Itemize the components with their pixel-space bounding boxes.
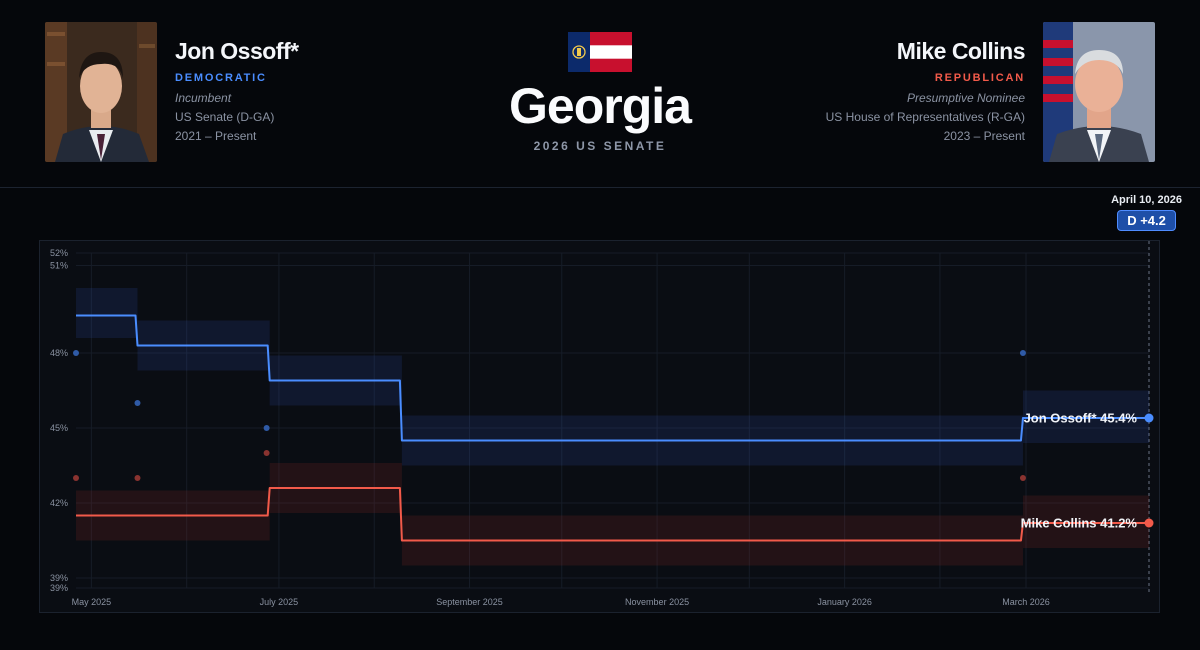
- dem-average-line: [76, 314, 1149, 442]
- dem-candidate-info: Jon Ossoff* DEMOCRATIC Incumbent US Sena…: [175, 36, 299, 143]
- dem-end-marker: [1144, 413, 1154, 423]
- rep-uncertainty-band: [1022, 495, 1149, 548]
- rep-average-line: [76, 487, 1149, 542]
- race-subtitle: 2026 US SENATE: [533, 139, 667, 153]
- y-tick-label: 39%: [50, 573, 68, 583]
- collins-portrait: [1043, 22, 1155, 162]
- dem-term: 2021 – Present: [175, 129, 257, 143]
- polling-chart-svg[interactable]: 52% 51% 48% 45% 42% 39%39% May 2025 July 2025 Se…: [40, 241, 1161, 614]
- dem-uncertainty-band: [76, 288, 138, 338]
- x-tick-label: July 2025: [260, 597, 299, 607]
- rep-candidate-info: Mike Collins REPUBLICAN Presumptive Nomi…: [825, 36, 1026, 143]
- x-tick-label: March 2026: [1002, 597, 1050, 607]
- dem-poll-dot: [73, 350, 79, 356]
- dem-poll-dot: [1019, 350, 1026, 356]
- ossoff-portrait: [45, 22, 157, 162]
- x-tick-label: January 2026: [817, 597, 872, 607]
- polling-chart[interactable]: 52% 51% 48% 45% 42% 39% 39% May 2025 July 2025 Se…: [39, 240, 1160, 613]
- race-header: Jon Ossoff* DEMOCRATIC Incumbent US Sena…: [0, 0, 1200, 188]
- state-name: Georgia: [509, 78, 692, 134]
- race-title-block: Georgia 2026 US SENATE: [450, 32, 750, 153]
- header-divider: [0, 187, 1200, 188]
- y-tick-label: 42%: [50, 498, 68, 508]
- dem-uncertainty-band: [1022, 390, 1149, 443]
- dem-poll-dot: [134, 400, 141, 406]
- dem-poll-dot: [263, 425, 270, 431]
- x-tick-label: November 2025: [625, 597, 689, 607]
- rep-party-label: REPUBLICAN: [934, 72, 1025, 84]
- margin-badge: D +4.2: [1117, 210, 1176, 231]
- x-tick-label: September 2025: [436, 597, 503, 607]
- rep-status: Presumptive Nominee: [906, 91, 1025, 105]
- dem-candidate-name: Jon Ossoff*: [175, 38, 299, 64]
- dem-office: US Senate (D-GA): [175, 110, 275, 124]
- y-tick-label: 39%: [50, 583, 68, 593]
- y-tick-label: 48%: [50, 348, 68, 358]
- rep-poll-dot: [73, 475, 79, 481]
- y-tick-label: 45%: [50, 423, 68, 433]
- y-tick-label: 51%: [50, 261, 68, 271]
- y-tick-label: 52%: [50, 248, 68, 258]
- georgia-flag-icon: [568, 32, 632, 77]
- rep-term: 2023 – Present: [943, 129, 1025, 143]
- rep-end-marker: [1144, 518, 1154, 528]
- rep-candidate-name: Mike Collins: [896, 38, 1026, 64]
- rep-end-label: Mike Collins 41.2%: [1021, 516, 1138, 531]
- rep-poll-dot: [263, 450, 270, 456]
- rep-poll-dot: [1019, 475, 1026, 481]
- latest-date: April 10, 2026: [1111, 194, 1182, 206]
- latest-margin-box: April 10, 2026 D +4.2: [1111, 194, 1182, 231]
- dem-party-label: DEMOCRATIC: [175, 72, 267, 84]
- dem-end-label: Jon Ossoff* 45.4%: [1024, 411, 1138, 426]
- rep-office: US House of Representatives (R-GA): [825, 110, 1025, 124]
- x-tick-label: May 2025: [72, 597, 112, 607]
- rep-poll-dot: [134, 475, 141, 481]
- dem-status: Incumbent: [175, 91, 232, 105]
